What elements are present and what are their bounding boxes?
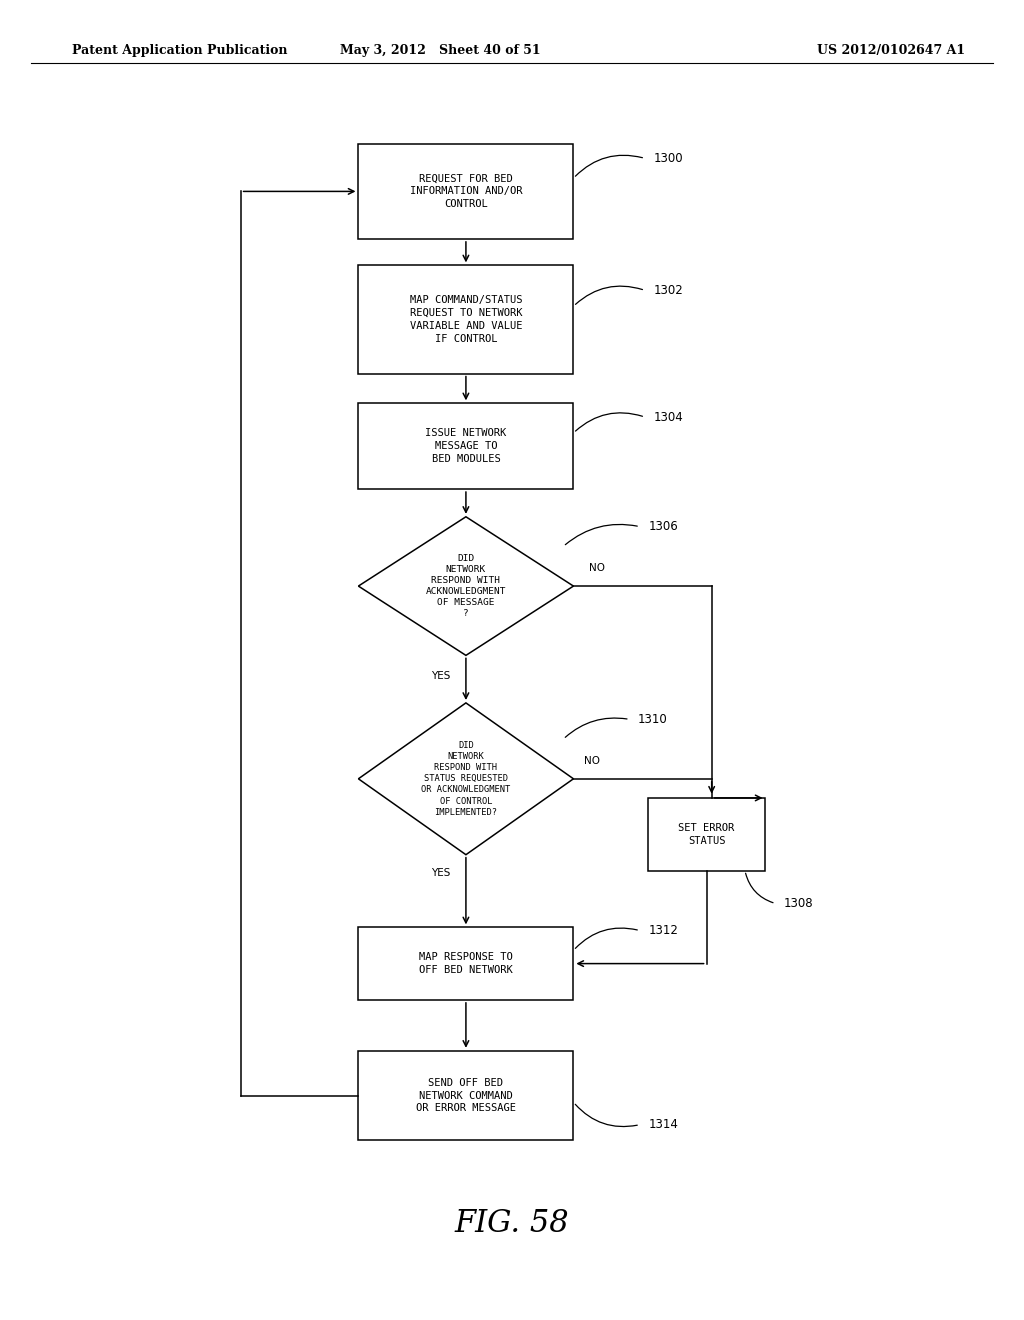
Polygon shape bbox=[358, 704, 573, 855]
Text: 1306: 1306 bbox=[648, 520, 678, 533]
Text: 1310: 1310 bbox=[638, 713, 668, 726]
Text: SET ERROR
STATUS: SET ERROR STATUS bbox=[679, 822, 734, 846]
FancyBboxPatch shape bbox=[358, 144, 573, 239]
Text: SEND OFF BED
NETWORK COMMAND
OR ERROR MESSAGE: SEND OFF BED NETWORK COMMAND OR ERROR ME… bbox=[416, 1078, 516, 1113]
Text: DID
NETWORK
RESPOND WITH
STATUS REQUESTED
OR ACKNOWLEDGMENT
OF CONTROL
IMPLEMENT: DID NETWORK RESPOND WITH STATUS REQUESTE… bbox=[421, 741, 511, 817]
Text: MAP RESPONSE TO
OFF BED NETWORK: MAP RESPONSE TO OFF BED NETWORK bbox=[419, 952, 513, 975]
Text: 1302: 1302 bbox=[653, 284, 683, 297]
Text: 1312: 1312 bbox=[648, 924, 678, 937]
FancyBboxPatch shape bbox=[358, 927, 573, 1001]
Text: 1314: 1314 bbox=[648, 1118, 678, 1131]
Text: REQUEST FOR BED
INFORMATION AND/OR
CONTROL: REQUEST FOR BED INFORMATION AND/OR CONTR… bbox=[410, 174, 522, 209]
Text: NO: NO bbox=[584, 755, 600, 766]
Text: YES: YES bbox=[431, 869, 450, 878]
Text: DID
NETWORK
RESPOND WITH
ACKNOWLEDGMENT
OF MESSAGE
?: DID NETWORK RESPOND WITH ACKNOWLEDGMENT … bbox=[426, 554, 506, 618]
FancyBboxPatch shape bbox=[358, 265, 573, 374]
Polygon shape bbox=[358, 516, 573, 655]
FancyBboxPatch shape bbox=[358, 1051, 573, 1140]
Text: May 3, 2012   Sheet 40 of 51: May 3, 2012 Sheet 40 of 51 bbox=[340, 44, 541, 57]
Text: YES: YES bbox=[431, 671, 450, 681]
Text: FIG. 58: FIG. 58 bbox=[455, 1208, 569, 1239]
Text: 1308: 1308 bbox=[784, 898, 813, 909]
Text: 1300: 1300 bbox=[653, 152, 683, 165]
Text: NO: NO bbox=[589, 562, 605, 573]
Text: 1304: 1304 bbox=[653, 411, 683, 424]
Text: US 2012/0102647 A1: US 2012/0102647 A1 bbox=[817, 44, 965, 57]
FancyBboxPatch shape bbox=[358, 403, 573, 488]
FancyBboxPatch shape bbox=[647, 797, 765, 871]
Text: MAP COMMAND/STATUS
REQUEST TO NETWORK
VARIABLE AND VALUE
IF CONTROL: MAP COMMAND/STATUS REQUEST TO NETWORK VA… bbox=[410, 296, 522, 343]
Text: ISSUE NETWORK
MESSAGE TO
BED MODULES: ISSUE NETWORK MESSAGE TO BED MODULES bbox=[425, 429, 507, 463]
Text: Patent Application Publication: Patent Application Publication bbox=[72, 44, 287, 57]
